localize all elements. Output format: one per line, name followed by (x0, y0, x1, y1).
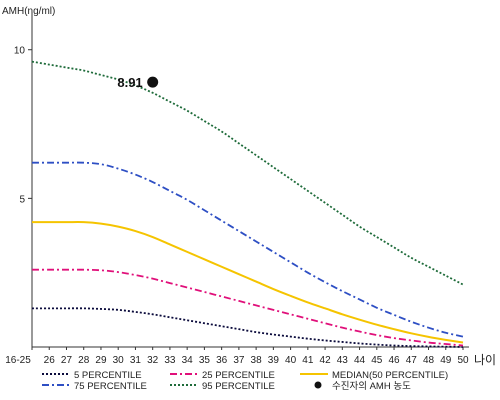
x-tick-label: 28 (78, 355, 90, 366)
x-tick-label: 49 (440, 355, 452, 366)
patient-amh-point (147, 76, 159, 88)
x-tick-label: 30 (113, 355, 125, 366)
x-tick-label: 41 (302, 355, 314, 366)
x-tick-label: 31 (130, 355, 142, 366)
x-tick-label: 29 (95, 355, 107, 366)
x-tick-label: 35 (199, 355, 211, 366)
legend-label-1: 25 PERCENTILE (202, 370, 275, 381)
x-tick-label: 38 (251, 355, 263, 366)
series-line-3 (31, 60, 464, 286)
legend-label-0: 5 PERCENTILE (74, 370, 142, 381)
x-tick-label: 39 (268, 355, 280, 366)
legend-label-2: MEDIAN(50 PERCENTILE) (332, 370, 448, 381)
x-tick-label: 42 (320, 355, 332, 366)
x-tick-label: 46 (388, 355, 400, 366)
x-tick-label: 37 (233, 355, 245, 366)
series-line-0 (31, 307, 464, 348)
series-lines (31, 60, 464, 348)
x-tick-label: 40 (285, 355, 297, 366)
x-tick-label: 50 (457, 355, 469, 366)
x-tick-label: 27 (61, 355, 73, 366)
x-tick-label: 36 (216, 355, 228, 366)
x-tick-label: 32 (147, 355, 159, 366)
series-line-1 (32, 161, 464, 338)
x-axis-label: 나이 (474, 353, 496, 367)
x-tick-label: 26 (44, 355, 56, 366)
patient-point-group: 8.91 (117, 75, 159, 90)
x-ticks: 16-25 26 27 28 29 30 31 32 33 34 35 36 37 38 39 40 41 42 4… (5, 347, 469, 366)
legend-label-3: 75 PERCENTILE (74, 381, 147, 392)
legend-label-4: 95 PERCENTILE (202, 381, 275, 392)
y-tick-label: 10 (14, 46, 26, 57)
series-line-4 (32, 221, 464, 344)
series-line-2 (32, 268, 464, 347)
x-tick-label: 33 (164, 355, 176, 366)
y-axis-label: AMH(ng/ml) (2, 6, 55, 17)
x-tick-label: 34 (182, 355, 194, 366)
x-tick-label: 43 (337, 355, 349, 366)
x-tick-label: 45 (371, 355, 383, 366)
x-tick-label: 48 (423, 355, 435, 366)
y-tick-label: 5 (19, 194, 25, 205)
axes (31, 12, 469, 348)
patient-amh-value-label: 8.91 (117, 75, 142, 90)
legend-point-marker (314, 381, 322, 389)
legend: 5 PERCENTILE 25 PERCENTILE MEDIAN(50 PERCE… (42, 370, 448, 392)
x-tick-label: 47 (406, 355, 418, 366)
x-tick-label: 44 (354, 355, 366, 366)
y-ticks: 5 10 (14, 46, 32, 205)
x-tick-label: 16-25 (5, 355, 31, 366)
legend-label-5: 수진자의 AMH 농도 (332, 381, 411, 392)
